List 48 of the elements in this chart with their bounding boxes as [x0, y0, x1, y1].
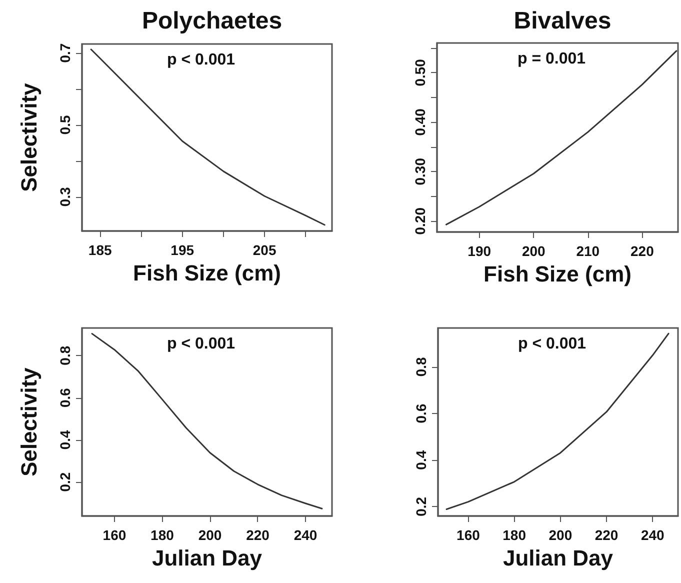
x-tick-label: 180	[150, 527, 174, 543]
x-tick-label: 220	[630, 243, 654, 259]
annotation: p < 0.001	[167, 52, 236, 68]
y-tick-label: 0.30	[412, 158, 428, 186]
x-tick-label: 195	[170, 242, 194, 258]
y-tick-label: 0.2	[413, 496, 429, 516]
y-tick-label: 0.7	[57, 43, 73, 63]
y-tick-label: 0.6	[413, 404, 429, 424]
x-tick-label: 160	[102, 527, 126, 543]
y-axis-title: Selectivity	[16, 366, 42, 476]
x-tick-label: 220	[246, 527, 270, 543]
y-tick-label: 0.40	[412, 108, 428, 136]
line-series	[446, 332, 670, 510]
annotation: p < 0.001	[518, 336, 586, 352]
y-tick-label: 0.2	[57, 472, 73, 492]
y-tick-label: 0.6	[57, 388, 73, 408]
y-tick-label: 0.8	[57, 346, 73, 366]
x-axis-title: Julian Day	[152, 545, 263, 570]
chart-title: Bivalves	[514, 8, 612, 34]
x-axis-title: Julian Day	[502, 545, 614, 570]
y-tick-label: 0.20	[412, 207, 428, 235]
x-tick-label: 180	[502, 527, 526, 543]
x-tick-label: 240	[294, 527, 318, 543]
annotation: p = 0.001	[518, 50, 586, 68]
y-tick-label: 0.3	[57, 186, 73, 207]
y-tick-label: 0.5	[57, 114, 73, 135]
chart-title: Polychaetes	[142, 8, 282, 34]
x-tick-label: 240	[640, 527, 665, 543]
x-tick-label: 185	[88, 242, 112, 258]
annotation: p < 0.001	[167, 336, 236, 352]
x-axis-title: Fish Size (cm)	[133, 260, 281, 286]
y-tick-label: 0.50	[412, 58, 428, 86]
x-tick-label: 200	[548, 527, 572, 543]
x-tick-label: 210	[576, 243, 600, 259]
y-tick-label: 0.8	[413, 356, 429, 377]
y-axis-title: Selectivity	[16, 82, 42, 192]
line-series	[91, 332, 323, 510]
line-series	[445, 50, 678, 226]
x-tick-label: 205	[252, 242, 276, 258]
x-tick-label: 220	[594, 527, 618, 543]
x-axis-title: Fish Size (cm)	[484, 261, 632, 286]
x-tick-label: 190	[468, 243, 492, 259]
y-tick-label: 0.4	[57, 430, 73, 450]
line-series	[90, 48, 326, 226]
y-tick-label: 0.4	[413, 450, 429, 470]
x-tick-label: 200	[522, 243, 546, 259]
x-tick-label: 160	[456, 527, 480, 543]
x-tick-label: 200	[198, 527, 222, 543]
